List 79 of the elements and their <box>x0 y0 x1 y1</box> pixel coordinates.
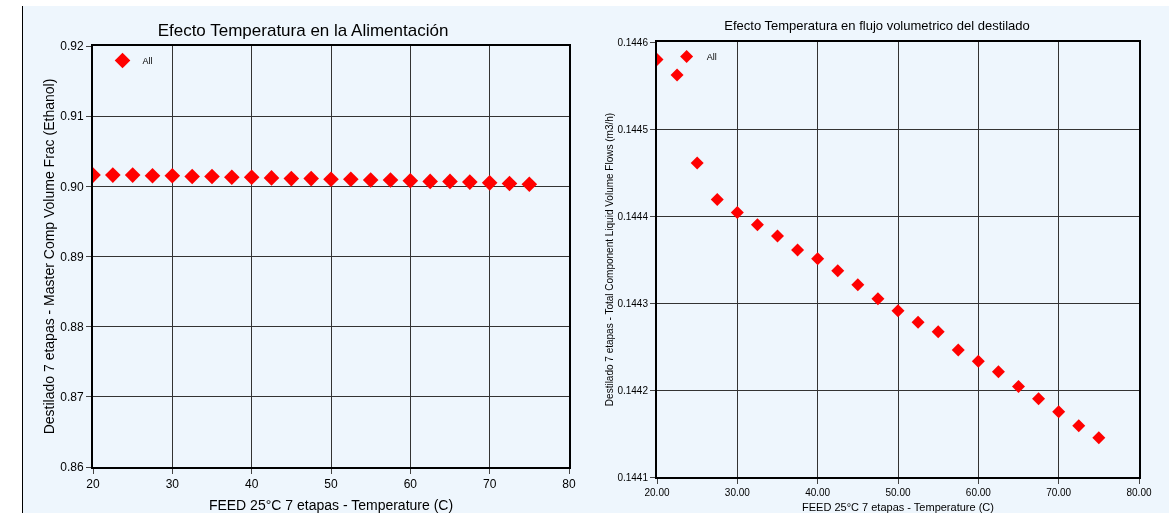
point <box>224 169 240 186</box>
point <box>481 175 498 191</box>
point <box>442 173 458 190</box>
y-tick-label: 0.89 <box>60 249 84 264</box>
y-tick-label: 0.91 <box>60 109 84 124</box>
point <box>931 325 945 339</box>
point <box>851 278 865 292</box>
point <box>382 172 399 188</box>
x-tick-label: 80.00 <box>1126 487 1152 498</box>
x-tick-label: 40.00 <box>805 487 831 498</box>
text: 0.90 <box>60 179 84 194</box>
point <box>521 176 538 193</box>
y-tick-label: 0.1441 <box>617 471 649 483</box>
point <box>402 172 419 189</box>
legend-label: All <box>142 56 153 67</box>
x-tick-label: 30.00 <box>724 487 751 498</box>
point <box>1052 405 1066 419</box>
chart-title: Efecto Temperatura en flujo volumetrico del destilado <box>724 18 1030 34</box>
point <box>831 264 845 278</box>
point <box>105 167 121 183</box>
point <box>303 170 319 187</box>
x-tick-label: 20 <box>86 477 100 492</box>
legend-label: All <box>706 52 717 63</box>
point <box>1092 431 1106 445</box>
point <box>283 170 300 187</box>
point <box>951 343 965 357</box>
y-tick-label: 0.1442 <box>617 384 649 396</box>
x-tick-label: 70.00 <box>1046 487 1072 498</box>
point <box>184 168 200 185</box>
point <box>263 170 280 186</box>
x-tick-label: 50 <box>324 477 338 492</box>
point <box>1032 392 1046 406</box>
point <box>362 172 379 188</box>
point <box>670 68 684 82</box>
x-tick-label: 60 <box>403 477 418 492</box>
point <box>791 243 805 257</box>
point <box>124 167 141 183</box>
point <box>422 173 438 190</box>
point <box>911 315 925 329</box>
y-tick-label: 0.86 <box>60 460 84 475</box>
point <box>343 171 359 188</box>
x-axis-title: FEED 25°C 7 etapas - Temperature (C) <box>208 497 454 513</box>
point <box>811 252 825 266</box>
point <box>771 229 784 243</box>
point <box>891 304 905 318</box>
y-tick-label: 0.1445 <box>617 123 649 135</box>
point <box>501 175 518 192</box>
y-tick-label: 0.1444 <box>617 210 649 222</box>
point <box>204 168 220 185</box>
y-tick-label: 0.88 <box>60 319 84 334</box>
point <box>971 354 985 368</box>
chart-title: Efecto Temperatura en la Alimentación <box>157 20 449 40</box>
point <box>144 168 161 184</box>
point <box>1012 380 1025 394</box>
x-tick-label: 40 <box>244 477 259 492</box>
y-tick-label: 0.1443 <box>617 297 649 309</box>
y-axis-title: Destilado 7 etapas - Total Component Liquid Volume Flows (m3/h) <box>604 112 616 407</box>
y-axis-title: Destilado 7 etapas - Master Comp Volume Frac (Ethanol) <box>41 78 57 435</box>
point <box>991 365 1005 379</box>
point <box>710 192 724 206</box>
point <box>323 171 339 188</box>
point <box>871 292 885 306</box>
x-axis-title: FEED 25°C 7 etapas - Temperature (C) <box>802 501 994 513</box>
x-tick-label: 80 <box>562 477 576 492</box>
x-tick-label: 70 <box>482 477 497 492</box>
point <box>750 218 764 232</box>
point <box>164 168 181 184</box>
point <box>462 174 478 190</box>
x-tick-label: 30 <box>165 477 180 492</box>
y-tick-label: 0.1446 <box>617 36 649 48</box>
x-tick-label: 50.00 <box>885 487 911 498</box>
x-tick-label: 20.00 <box>644 487 670 498</box>
point <box>730 206 744 220</box>
x-tick-label: 60.00 <box>965 487 992 498</box>
y-tick-label: 0.92 <box>60 39 84 54</box>
point <box>243 169 260 186</box>
point <box>1072 419 1086 433</box>
y-tick-label: 0.87 <box>60 390 84 405</box>
point <box>690 156 704 170</box>
